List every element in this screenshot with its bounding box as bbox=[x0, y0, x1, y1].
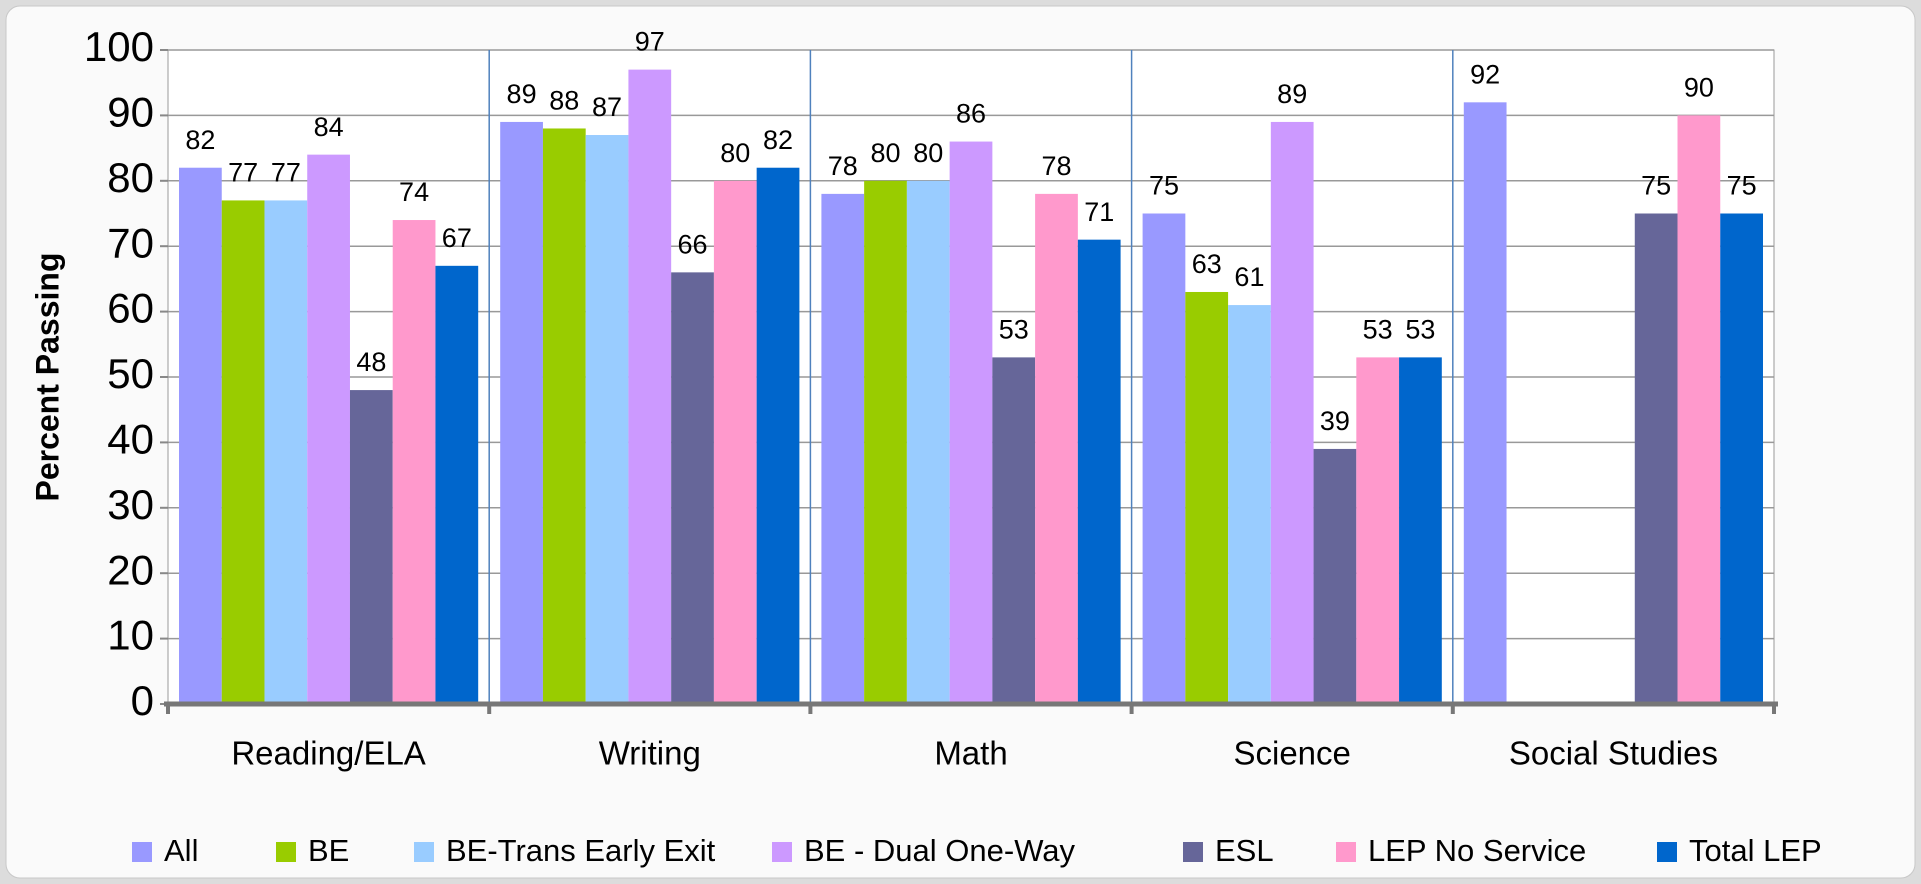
bar bbox=[585, 135, 629, 704]
bar bbox=[1035, 193, 1078, 704]
data-label: 78 bbox=[828, 151, 858, 181]
bar bbox=[221, 200, 265, 705]
data-label: 80 bbox=[720, 138, 750, 168]
data-label: 63 bbox=[1192, 249, 1222, 279]
bar bbox=[864, 180, 907, 705]
data-label: 89 bbox=[507, 79, 537, 109]
x-tick-label: Social Studies bbox=[1509, 735, 1718, 772]
bar bbox=[821, 193, 865, 704]
bar bbox=[435, 265, 479, 704]
data-label: 97 bbox=[635, 27, 665, 57]
bar bbox=[1270, 121, 1314, 704]
legend-label: BE-Trans Early Exit bbox=[446, 833, 716, 868]
y-tick-label: 50 bbox=[107, 350, 154, 397]
y-tick-label: 70 bbox=[107, 219, 154, 266]
legend-swatch bbox=[1657, 842, 1677, 862]
data-label: 88 bbox=[549, 86, 579, 116]
legend-label: LEP No Service bbox=[1368, 833, 1586, 868]
legend-label: BE bbox=[308, 833, 349, 868]
data-label: 90 bbox=[1684, 73, 1714, 103]
x-tick-label: Math bbox=[934, 735, 1007, 772]
bar bbox=[1463, 102, 1507, 704]
data-label: 75 bbox=[1727, 171, 1757, 201]
data-label: 78 bbox=[1041, 151, 1071, 181]
y-tick-label: 10 bbox=[107, 612, 154, 659]
data-label: 74 bbox=[399, 177, 429, 207]
bar bbox=[1228, 305, 1271, 704]
bar bbox=[349, 390, 393, 704]
bar bbox=[264, 200, 308, 705]
data-label: 48 bbox=[356, 347, 386, 377]
legend-label: BE - Dual One-Way bbox=[804, 833, 1076, 868]
data-label: 86 bbox=[956, 99, 986, 129]
data-label: 80 bbox=[913, 138, 943, 168]
data-label: 75 bbox=[1149, 171, 1179, 201]
bar bbox=[1142, 213, 1186, 704]
data-label: 75 bbox=[1641, 171, 1671, 201]
data-label: 84 bbox=[314, 112, 344, 142]
data-label: 80 bbox=[870, 138, 900, 168]
x-tick-label: Writing bbox=[599, 735, 701, 772]
bar bbox=[992, 357, 1036, 704]
data-label: 82 bbox=[763, 125, 793, 155]
bar bbox=[949, 141, 993, 704]
x-tick-label: Science bbox=[1233, 735, 1350, 772]
data-label: 61 bbox=[1234, 262, 1264, 292]
y-tick-label: 30 bbox=[107, 481, 154, 528]
data-label: 71 bbox=[1084, 197, 1114, 227]
bar bbox=[1720, 213, 1763, 704]
bar bbox=[307, 154, 350, 704]
y-tick-label: 100 bbox=[84, 23, 154, 70]
data-label: 39 bbox=[1320, 406, 1350, 436]
y-tick-label: 90 bbox=[107, 88, 154, 135]
bar bbox=[1313, 448, 1357, 704]
bar bbox=[628, 69, 672, 705]
bar bbox=[1356, 357, 1400, 704]
data-label: 53 bbox=[999, 315, 1029, 345]
x-tick-label: Reading/ELA bbox=[231, 735, 425, 772]
legend-label: Total LEP bbox=[1689, 833, 1822, 868]
bar bbox=[1399, 357, 1442, 704]
bar bbox=[392, 220, 436, 705]
y-tick-label: 0 bbox=[131, 677, 154, 724]
data-label: 66 bbox=[678, 229, 708, 259]
bar bbox=[756, 167, 800, 705]
data-label: 53 bbox=[1363, 315, 1393, 345]
legend-swatch bbox=[276, 842, 296, 862]
legend-label: All bbox=[164, 833, 198, 868]
y-axis-label: Percent Passing bbox=[29, 253, 65, 502]
bar bbox=[1077, 239, 1121, 704]
data-label: 67 bbox=[442, 223, 472, 253]
data-label: 77 bbox=[228, 158, 258, 188]
y-tick-label: 60 bbox=[107, 285, 154, 332]
data-label: 89 bbox=[1277, 79, 1307, 109]
data-label: 92 bbox=[1470, 59, 1500, 89]
y-tick-label: 80 bbox=[107, 154, 154, 201]
legend-swatch bbox=[1336, 842, 1356, 862]
data-label: 82 bbox=[185, 125, 215, 155]
y-tick-label: 40 bbox=[107, 415, 154, 462]
bar bbox=[906, 180, 950, 705]
legend-swatch bbox=[132, 842, 152, 862]
bar bbox=[1185, 291, 1229, 704]
bar bbox=[500, 121, 543, 704]
legend-swatch bbox=[1183, 842, 1203, 862]
legend-swatch bbox=[414, 842, 434, 862]
bar bbox=[179, 167, 222, 705]
bar bbox=[671, 272, 714, 704]
bar bbox=[542, 128, 586, 705]
legend-label: ESL bbox=[1215, 833, 1274, 868]
data-label: 77 bbox=[271, 158, 301, 188]
y-tick-label: 20 bbox=[107, 546, 154, 593]
bar bbox=[713, 180, 757, 705]
data-label: 53 bbox=[1405, 315, 1435, 345]
data-label: 87 bbox=[592, 92, 622, 122]
legend-swatch bbox=[772, 842, 792, 862]
bar bbox=[1677, 115, 1721, 704]
bar bbox=[1634, 213, 1678, 704]
